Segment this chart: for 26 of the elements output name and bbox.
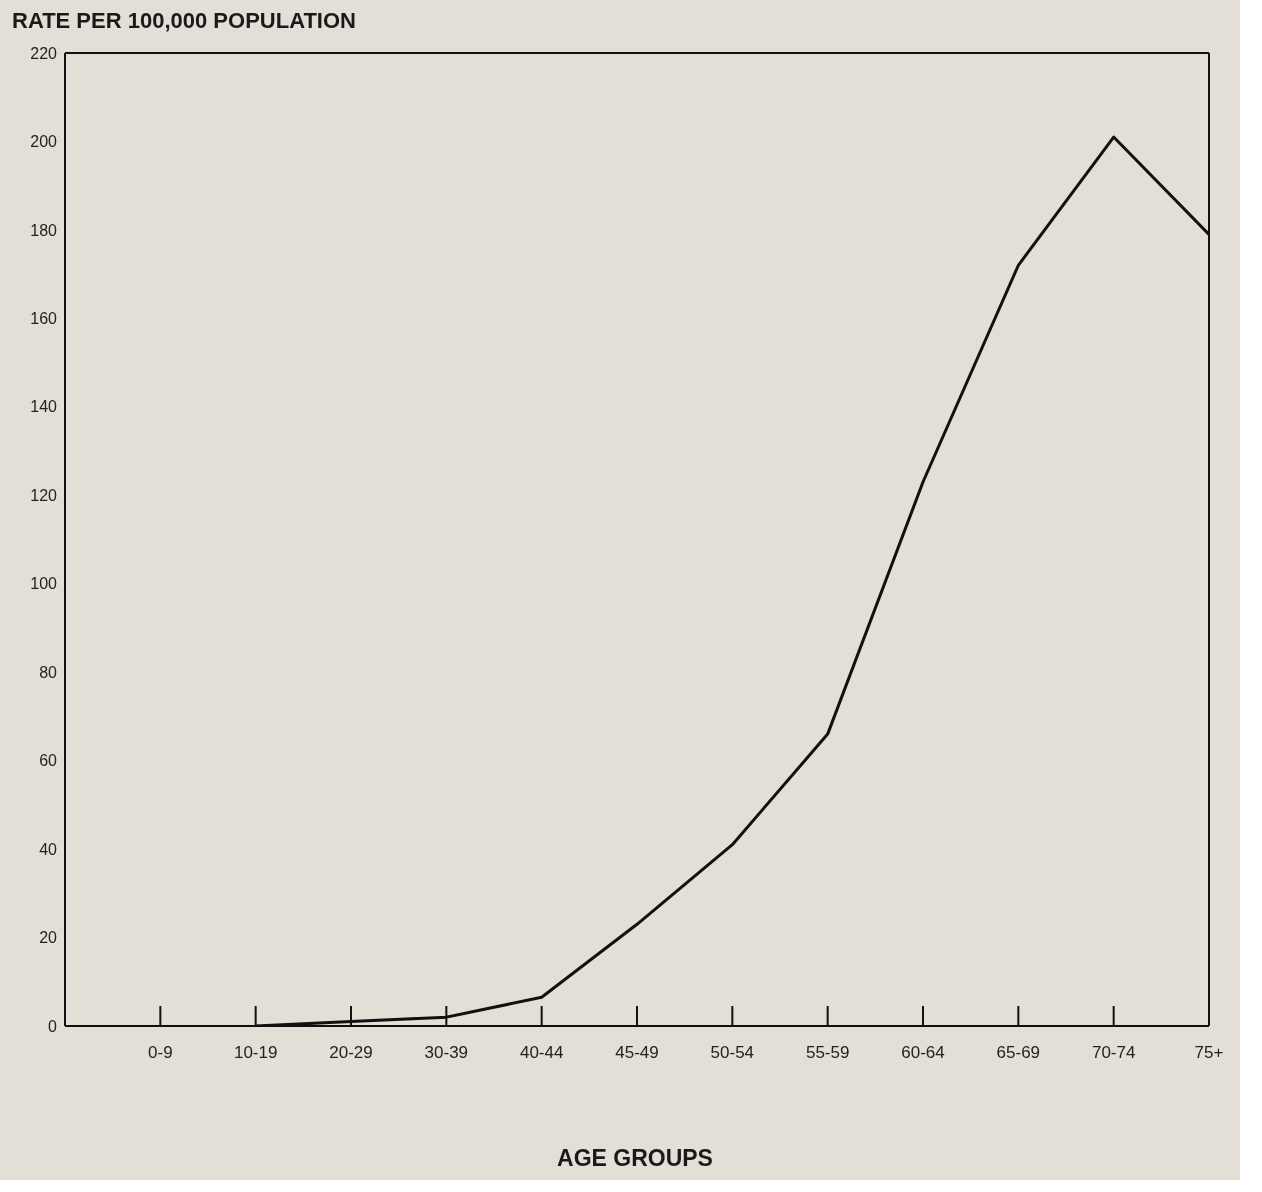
- y-tick-label: 120: [30, 486, 58, 504]
- y-axis-title: RATE PER 100,000 POPULATION: [12, 8, 356, 34]
- y-tick-label: 100: [30, 575, 58, 593]
- y-tick-label: 180: [30, 221, 58, 239]
- y-tick-label: 160: [30, 310, 58, 328]
- x-tick-label: 50-54: [710, 1043, 755, 1062]
- x-tick-label: 75+: [1194, 1043, 1224, 1062]
- x-tick-label: 55-59: [805, 1043, 850, 1062]
- x-tick-label: 10-19: [233, 1043, 278, 1062]
- y-tick-label: 0: [48, 1017, 58, 1035]
- x-axis-title: AGE GROUPS: [556, 1145, 714, 1172]
- y-tick-label: 60: [39, 752, 58, 770]
- x-tick-label: 20-29: [329, 1043, 373, 1062]
- x-tick-label: 60-64: [901, 1043, 945, 1062]
- x-tick-label: 45-49: [615, 1043, 659, 1062]
- x-tick-label: 0-9: [148, 1043, 173, 1062]
- y-tick-label: 20: [39, 929, 58, 947]
- y-tick-label: 80: [39, 663, 58, 681]
- x-tick-label: 40-44: [519, 1043, 564, 1062]
- x-tick-label: 65-69: [996, 1043, 1041, 1062]
- y-tick-label: 220: [30, 44, 58, 62]
- x-tick-label: 30-39: [424, 1043, 469, 1062]
- y-tick-label: 140: [30, 398, 58, 416]
- y-tick-label: 200: [30, 133, 58, 151]
- x-tick-label: 70-74: [1091, 1043, 1136, 1062]
- y-tick-label: 40: [39, 840, 58, 858]
